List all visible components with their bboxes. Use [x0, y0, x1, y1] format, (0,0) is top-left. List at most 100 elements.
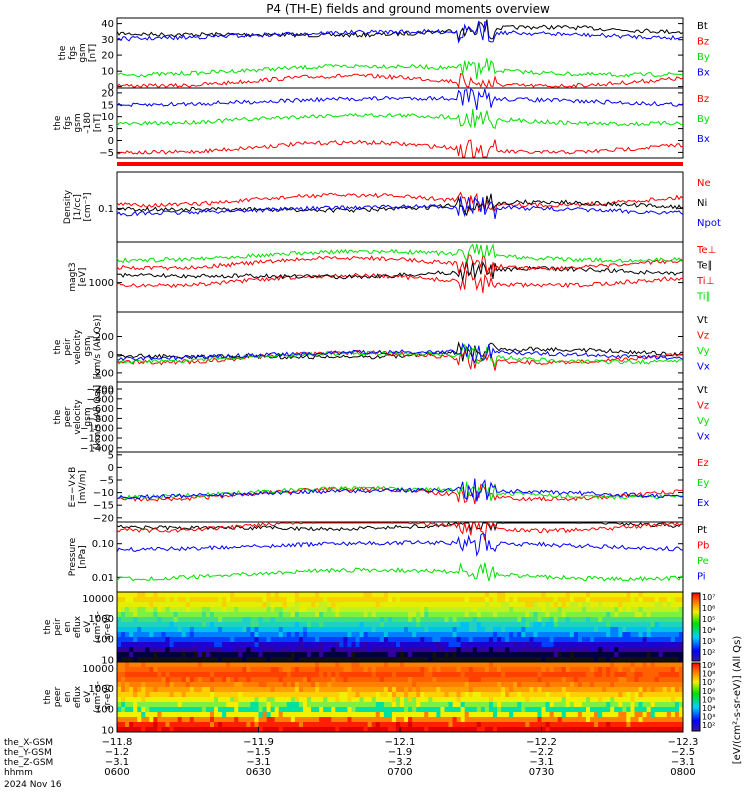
heatmap-cell [521, 657, 526, 663]
heatmap-cell [678, 632, 684, 638]
heatmap-cell [238, 602, 243, 608]
heatmap-cell [581, 597, 587, 603]
heatmap-cell [311, 682, 316, 688]
heatmap-cell [181, 697, 187, 703]
heatmap-cell [460, 607, 466, 613]
heatmap-cell [246, 667, 251, 673]
heatmap-cell [525, 622, 530, 628]
heatmap-cell [125, 717, 130, 723]
heatmap-cell [335, 687, 340, 693]
heatmap-cell [412, 717, 417, 723]
heatmap-cell [598, 592, 603, 598]
heatmap-cell [282, 652, 288, 658]
heatmap-cell [581, 627, 587, 633]
heatmap-cell [278, 717, 284, 723]
heatmap-cell [339, 677, 344, 683]
heatmap-cell [630, 592, 635, 598]
heatmap-cell [622, 727, 627, 733]
heatmap-cell [222, 647, 227, 653]
heatmap-cell [497, 712, 502, 718]
heatmap-cell [416, 617, 421, 623]
heatmap-cell [484, 667, 490, 673]
heatmap-cell [533, 652, 538, 658]
heatmap-cell [626, 672, 631, 678]
heatmap-cell [488, 722, 494, 728]
heatmap-cell [153, 612, 158, 618]
heatmap-cell [339, 652, 344, 658]
heatmap-cell [383, 637, 389, 643]
colorbar-tick-label: 10⁵ [702, 695, 715, 704]
heatmap-cell [440, 647, 445, 653]
heatmap-cell [573, 647, 579, 653]
heatmap-cell [278, 632, 284, 638]
heatmap-cell [404, 672, 409, 678]
heatmap-cell [274, 627, 280, 633]
heatmap-cell [444, 717, 450, 723]
heatmap-cell [359, 612, 365, 618]
heatmap-cell [456, 627, 462, 633]
heatmap-cell [404, 687, 409, 693]
heatmap-cell [452, 627, 458, 633]
heatmap-cell [626, 592, 631, 598]
heatmap-cell [311, 597, 316, 603]
heatmap-cell [590, 677, 595, 683]
heatmap-cell [529, 682, 534, 688]
heatmap-cell [323, 612, 328, 618]
panel-ylabel-line: [km/s (All Qs)] [93, 385, 103, 449]
heatmap-cell [254, 687, 259, 693]
heatmap-cell [569, 687, 575, 693]
heatmap-cell [222, 627, 227, 633]
heatmap-cell [650, 692, 656, 698]
heatmap-cell [488, 692, 494, 698]
heatmap-cell [230, 612, 235, 618]
heatmap-cell [650, 697, 656, 703]
heatmap-cell [335, 652, 340, 658]
heatmap-cell [662, 702, 668, 708]
heatmap-cell [315, 597, 320, 603]
heatmap-cell [561, 707, 567, 713]
heatmap-cell [590, 727, 595, 733]
heatmap-cell [577, 707, 583, 713]
heatmap-cell [262, 672, 268, 678]
heatmap-cell [581, 642, 587, 648]
heatmap-cell [205, 637, 211, 643]
heatmap-cell [577, 702, 583, 708]
heatmap-cell [270, 632, 276, 638]
heatmap-cell [153, 667, 158, 673]
heatmap-cell [476, 657, 482, 663]
heatmap-cell [464, 642, 470, 648]
heatmap-cell [416, 662, 421, 668]
heatmap-cell [157, 612, 162, 618]
heatmap-cell [343, 717, 348, 723]
heatmap-cell [585, 607, 591, 613]
heatmap-cell [565, 627, 571, 633]
heatmap-cell [189, 722, 195, 728]
heatmap-cell [642, 712, 648, 718]
heatmap-cell [177, 692, 183, 698]
heatmap-cell [509, 617, 514, 623]
heatmap-cell [404, 722, 409, 728]
heatmap-cell [622, 657, 627, 663]
heatmap-cell [274, 607, 280, 613]
heatmap-cell [642, 717, 648, 723]
heatmap-cell [347, 602, 352, 608]
heatmap-cell [258, 687, 264, 693]
heatmap-cell [606, 667, 611, 673]
heatmap-cell [460, 612, 466, 618]
heatmap-cell [117, 712, 122, 718]
y-tick-label: −1000 [80, 424, 114, 435]
heatmap-cell [545, 592, 551, 598]
heatmap-cell [557, 707, 563, 713]
heatmap-cell [387, 637, 393, 643]
heatmap-cell [610, 712, 615, 718]
heatmap-cell [662, 642, 668, 648]
heatmap-cell [117, 652, 122, 658]
heatmap-cell [577, 627, 583, 633]
heatmap-cell [145, 702, 150, 708]
heatmap-cell [222, 657, 227, 663]
heatmap-cell [662, 662, 668, 668]
heatmap-cell [379, 687, 385, 693]
heatmap-cell [391, 722, 397, 728]
heatmap-cell [448, 692, 454, 698]
colorbar-top [691, 592, 701, 662]
